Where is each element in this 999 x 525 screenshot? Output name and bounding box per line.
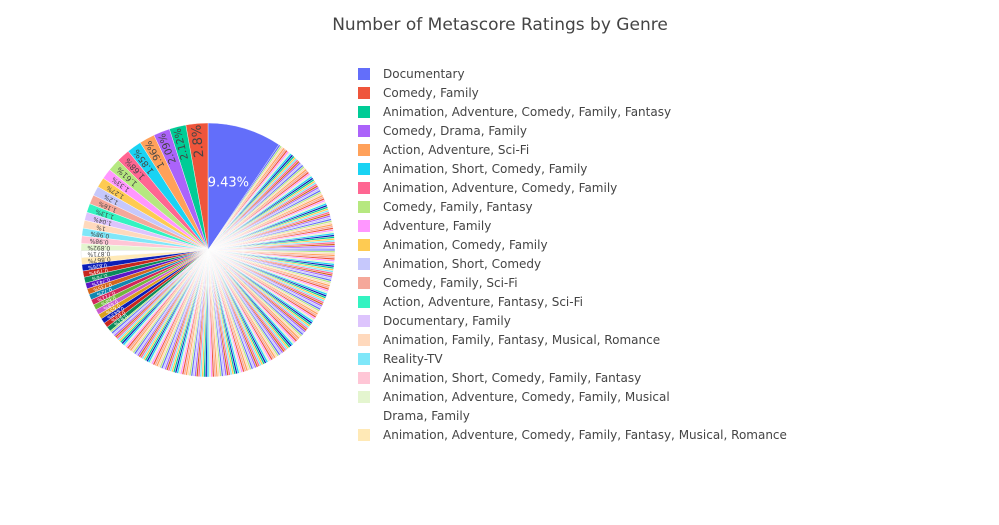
legend-swatch xyxy=(358,239,370,251)
legend-swatch xyxy=(358,258,370,270)
legend-item[interactable]: Animation, Short, Comedy, Family, Fantas… xyxy=(358,371,641,385)
pie-slice xyxy=(207,122,280,251)
legend-swatch xyxy=(358,182,370,194)
legend-item[interactable]: Action, Adventure, Fantasy, Sci-Fi xyxy=(358,295,583,309)
legend-swatch xyxy=(358,106,370,118)
legend-swatch xyxy=(358,410,370,422)
pie-slice-label: 1% xyxy=(95,223,106,232)
pie-slice-label: 0.76% xyxy=(91,272,108,282)
legend-swatch xyxy=(358,144,370,156)
pie-slice xyxy=(109,249,209,333)
legend-swatch xyxy=(358,353,370,365)
legend-item[interactable]: Comedy, Drama, Family xyxy=(358,124,527,138)
legend-swatch xyxy=(358,277,370,289)
legend-item[interactable]: Animation, Short, Comedy, Family xyxy=(358,162,587,176)
pie-slice-label: 0.867% xyxy=(87,255,111,264)
legend-item[interactable]: Action, Adventure, Sci-Fi xyxy=(358,143,529,157)
pie-slice-label: 0.892% xyxy=(87,244,110,252)
legend-label: Comedy, Drama, Family xyxy=(383,124,527,138)
legend-swatch xyxy=(358,220,370,232)
legend-label: Comedy, Family xyxy=(383,86,479,100)
pie-slice-label: 1.04% xyxy=(92,215,113,227)
legend-item[interactable]: Animation, Family, Fantasy, Musical, Rom… xyxy=(358,333,660,347)
pie-slice-label: 0.98% xyxy=(89,237,109,246)
legend-swatch xyxy=(358,68,370,80)
legend-label: Reality-TV xyxy=(383,352,443,366)
legend-item[interactable]: Drama, Family xyxy=(358,409,470,423)
pie-slice-label: 0.871% xyxy=(87,250,110,258)
legend-item[interactable]: Animation, Adventure, Comedy, Family xyxy=(358,181,617,195)
legend-item[interactable]: Documentary xyxy=(358,67,465,81)
legend-item[interactable]: Animation, Adventure, Comedy, Family, Mu… xyxy=(358,390,670,404)
legend-item[interactable]: Animation, Short, Comedy xyxy=(358,257,541,271)
legend-label: Animation, Adventure, Comedy, Family xyxy=(383,181,617,195)
legend-label: Documentary xyxy=(383,67,465,81)
pie-slice-label: 9.43% xyxy=(208,176,249,191)
legend-swatch xyxy=(358,163,370,175)
legend-swatch xyxy=(358,296,370,308)
pie-slice-label: 0.72% xyxy=(95,286,112,298)
legend-label: Animation, Short, Comedy, Family xyxy=(383,162,587,176)
legend-label: Documentary, Family xyxy=(383,314,511,328)
legend-swatch xyxy=(358,125,370,137)
legend-label: Action, Adventure, Sci-Fi xyxy=(383,143,529,157)
legend-swatch xyxy=(358,201,370,213)
legend-item[interactable]: Documentary, Family xyxy=(358,314,511,328)
pie-slice-label: 0.826% xyxy=(87,261,107,270)
legend-item[interactable]: Comedy, Family xyxy=(358,86,479,100)
legend-item[interactable]: Animation, Comedy, Family xyxy=(358,238,548,252)
legend-label: Adventure, Family xyxy=(383,219,491,233)
legend-label: Animation, Comedy, Family xyxy=(383,238,548,252)
legend-item[interactable]: Reality-TV xyxy=(358,352,443,366)
legend: Documentary Comedy, Family Animation, Adve… xyxy=(358,67,787,442)
legend-swatch xyxy=(358,87,370,99)
legend-label: Animation, Adventure, Comedy, Family, Fa… xyxy=(383,105,671,119)
pie-slice-label: 0.741% xyxy=(91,276,111,287)
legend-item[interactable]: Comedy, Family, Fantasy xyxy=(358,200,533,214)
legend-swatch xyxy=(358,315,370,327)
legend-label: Animation, Adventure, Comedy, Family, Fa… xyxy=(383,428,787,442)
legend-label: Comedy, Family, Sci-Fi xyxy=(383,276,518,290)
legend-swatch xyxy=(358,334,370,346)
legend-label: Animation, Family, Fantasy, Musical, Rom… xyxy=(383,333,660,347)
chart-title: Number of Metascore Ratings by Genre xyxy=(332,15,668,35)
legend-label: Comedy, Family, Fantasy xyxy=(383,200,533,214)
legend-item[interactable]: Animation, Adventure, Comedy, Family, Fa… xyxy=(358,105,671,119)
legend-label: Animation, Short, Comedy, Family, Fantas… xyxy=(383,371,641,385)
legend-label: Action, Adventure, Fantasy, Sci-Fi xyxy=(383,295,583,309)
legend-label: Animation, Short, Comedy xyxy=(383,257,541,271)
legend-item[interactable]: Animation, Adventure, Comedy, Family, Fa… xyxy=(358,428,787,442)
legend-label: Animation, Adventure, Comedy, Family, Mu… xyxy=(383,390,670,404)
pie-slices xyxy=(80,122,336,378)
legend-item[interactable]: Adventure, Family xyxy=(358,219,491,233)
pie-slice-label: 0.98% xyxy=(90,230,110,240)
legend-swatch xyxy=(358,391,370,403)
legend-swatch xyxy=(358,372,370,384)
pie-slice-label: 0.794% xyxy=(88,267,108,277)
legend-label: Drama, Family xyxy=(383,409,470,423)
legend-item[interactable]: Comedy, Family, Sci-Fi xyxy=(358,276,518,290)
pie-slice-label: 2.8% xyxy=(189,124,207,158)
legend-swatch xyxy=(358,429,370,441)
